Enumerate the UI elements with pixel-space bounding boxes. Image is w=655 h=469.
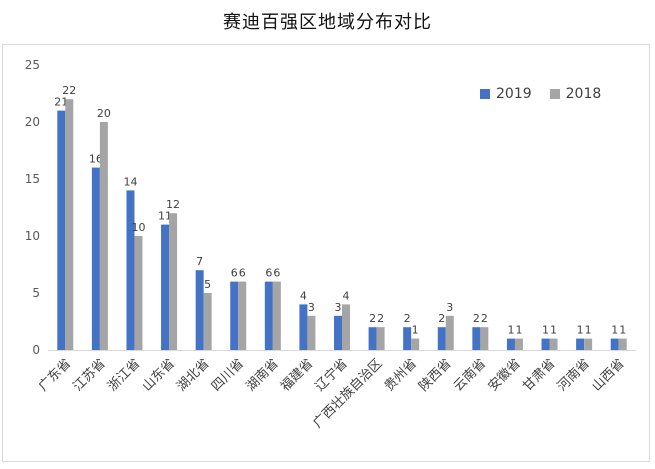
x-tick-label: 山东省 xyxy=(140,356,178,394)
bar-2018-甘肃省 xyxy=(549,338,558,350)
legend-swatch-2018 xyxy=(549,89,560,99)
bar-2018-云南省 xyxy=(480,327,489,350)
data-label-2018-安徽省: 1 xyxy=(515,324,522,337)
bar-2018-福建省 xyxy=(307,315,316,350)
data-label-2019-浙江省: 14 xyxy=(123,175,137,188)
y-tick-label: 15 xyxy=(25,172,40,186)
chart-frame xyxy=(2,44,650,462)
data-label-2019-安徽省: 1 xyxy=(507,324,514,337)
data-label-2018-浙江省: 10 xyxy=(131,221,145,234)
data-label-2018-湖北省: 5 xyxy=(204,278,211,291)
data-label-2018-云南省: 2 xyxy=(481,312,488,325)
x-tick-label: 江苏省 xyxy=(70,356,109,395)
legend-label-2018: 2018 xyxy=(565,86,602,102)
x-tick-label: 福建省 xyxy=(278,356,316,394)
data-label-2018-辽宁省: 4 xyxy=(343,289,350,302)
bar-2019-福建省 xyxy=(299,304,308,350)
data-label-2019-贵州省: 2 xyxy=(404,312,411,325)
data-label-2019-江苏省: 16 xyxy=(89,153,103,166)
legend-item-2018: 2018 xyxy=(549,86,602,102)
data-label-2018-河南省: 1 xyxy=(585,324,592,337)
data-label-2019-湖南省: 6 xyxy=(265,267,272,280)
bar-2019-湖南省 xyxy=(264,281,273,350)
y-tick-label: 25 xyxy=(25,58,40,72)
data-label-2018-福建省: 3 xyxy=(308,301,315,314)
bar-2019-浙江省 xyxy=(126,190,135,350)
data-label-2018-陕西省: 3 xyxy=(446,301,453,314)
y-tick-label: 20 xyxy=(25,115,40,129)
data-label-2018-山西省: 1 xyxy=(619,324,626,337)
bar-2019-安徽省 xyxy=(506,338,515,350)
bar-2018-河南省 xyxy=(584,338,593,350)
bar-2019-辽宁省 xyxy=(334,315,342,350)
data-label-2019-福建省: 4 xyxy=(300,289,307,302)
x-tick-label: 河南省 xyxy=(554,356,593,395)
bar-2019-山东省 xyxy=(161,224,170,350)
data-label-2019-甘肃省: 1 xyxy=(542,324,549,337)
x-tick-label: 山西省 xyxy=(589,356,627,394)
chart-title: 赛迪百强区地域分布对比 xyxy=(223,12,432,33)
bar-2019-甘肃省 xyxy=(541,338,550,350)
bar-2018-贵州省 xyxy=(411,338,420,350)
bar-2019-广东省 xyxy=(57,110,66,350)
x-tick-label: 陕西省 xyxy=(416,356,454,394)
data-label-2018-贵州省: 1 xyxy=(412,324,419,337)
bar-2019-湖北省 xyxy=(195,270,204,350)
data-label-2019-湖北省: 7 xyxy=(196,255,203,268)
data-label-2019-山西省: 1 xyxy=(611,324,618,337)
x-tick-label: 四川省 xyxy=(209,356,247,394)
x-tick-label: 湖南省 xyxy=(243,356,282,395)
bar-2019-陕西省 xyxy=(437,327,446,350)
bar-2019-贵州省 xyxy=(403,327,412,350)
bar-2018-广东省 xyxy=(65,99,74,350)
bar-2019-广西壮族自治区 xyxy=(368,327,377,350)
legend-item-2019: 2019 xyxy=(480,86,532,102)
data-label-2019-辽宁省: 3 xyxy=(335,301,342,314)
bar-2018-安徽省 xyxy=(514,338,523,350)
data-label-2018-湖南省: 6 xyxy=(273,267,280,280)
bar-2018-湖南省 xyxy=(272,281,281,350)
data-label-2018-四川省: 6 xyxy=(239,267,246,280)
x-tick-label: 广东省 xyxy=(36,356,74,394)
data-label-2018-江苏省: 20 xyxy=(97,107,111,120)
legend-label-2019: 2019 xyxy=(496,86,532,102)
bar-2018-四川省 xyxy=(238,281,247,350)
bar-2019-四川省 xyxy=(230,281,239,350)
bar-2019-江苏省 xyxy=(91,167,100,350)
legend: 2019 2018 xyxy=(480,86,619,102)
bar-2018-辽宁省 xyxy=(342,304,350,350)
bar-2018-山西省 xyxy=(618,338,627,350)
bar-2018-山东省 xyxy=(169,213,178,350)
bar-2018-湖北省 xyxy=(203,293,212,350)
x-tick-label: 湖北省 xyxy=(174,356,212,394)
bar-2019-山西省 xyxy=(610,338,619,350)
data-label-2019-广东省: 21 xyxy=(54,96,68,109)
bar-2019-河南省 xyxy=(576,338,585,350)
data-label-2019-云南省: 2 xyxy=(473,312,480,325)
data-label-2019-河南省: 1 xyxy=(577,324,584,337)
data-label-2019-广西壮族自治区: 2 xyxy=(369,312,376,325)
x-tick-label: 浙江省 xyxy=(105,356,143,394)
bar-2018-陕西省 xyxy=(445,315,454,350)
x-tick-label: 甘肃省 xyxy=(520,356,558,394)
bar-2018-浙江省 xyxy=(134,236,143,350)
x-tick-label: 云南省 xyxy=(450,356,489,395)
legend-swatch-2019 xyxy=(480,89,490,99)
data-label-2018-甘肃省: 1 xyxy=(550,324,557,337)
x-tick-label: 安徽省 xyxy=(486,356,524,394)
bar-2018-江苏省 xyxy=(99,122,108,350)
bar-2019-云南省 xyxy=(472,327,481,350)
y-tick-label: 10 xyxy=(25,229,40,243)
data-label-2018-广东省: 22 xyxy=(62,84,76,97)
data-label-2019-四川省: 6 xyxy=(231,267,238,280)
data-label-2019-陕西省: 2 xyxy=(438,312,445,325)
x-tick-label: 贵州省 xyxy=(382,356,420,394)
y-tick-label: 5 xyxy=(32,286,40,300)
data-label-2018-广西壮族自治区: 2 xyxy=(377,312,384,325)
data-label-2018-山东省: 12 xyxy=(166,198,180,211)
data-label-2019-山东省: 11 xyxy=(158,210,172,223)
y-tick-label: 0 xyxy=(32,343,40,357)
bar-2018-广西壮族自治区 xyxy=(376,327,385,350)
